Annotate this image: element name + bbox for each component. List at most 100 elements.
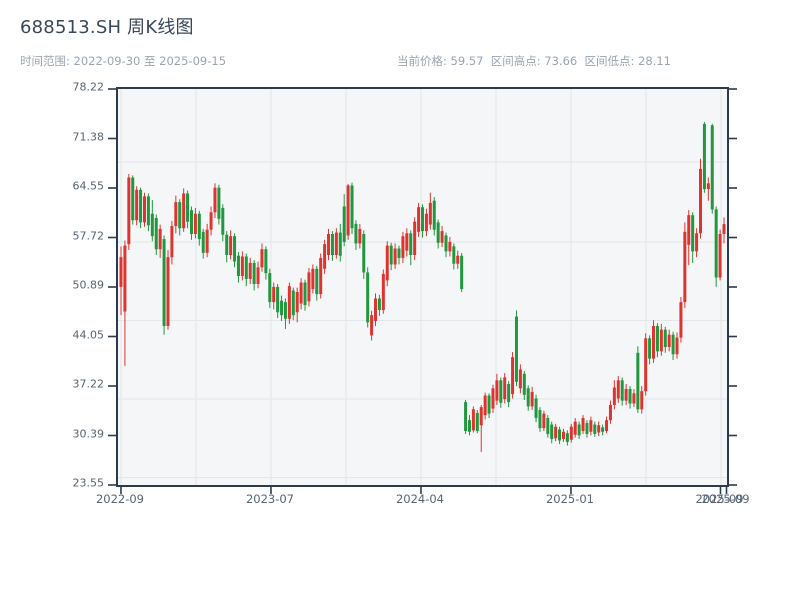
candle-body: [569, 426, 573, 440]
candle-body: [558, 429, 562, 441]
y-tick-label: 30.39: [72, 427, 105, 440]
candle-body: [679, 302, 683, 338]
candle-body: [577, 424, 581, 436]
candle-body: [683, 231, 687, 303]
candle-body: [307, 272, 311, 302]
candle-body: [397, 248, 401, 258]
candle-body: [370, 315, 374, 336]
candle-body: [511, 357, 515, 395]
x-tick-label: 2024-04: [395, 492, 444, 506]
candle-body: [146, 196, 150, 226]
candle-body: [362, 234, 366, 273]
candle-body: [593, 424, 597, 434]
candle-body: [616, 380, 620, 399]
candle-body: [158, 228, 162, 250]
candle-body: [671, 334, 675, 355]
candle-body: [448, 241, 452, 252]
candle-body: [475, 412, 479, 432]
candle-body: [201, 231, 205, 253]
candle-body: [381, 273, 385, 311]
y-tick-label: 71.38: [72, 130, 105, 143]
candle-body: [119, 257, 123, 287]
candle-body: [464, 402, 468, 432]
candle-body: [178, 202, 182, 229]
candle-body: [272, 286, 276, 303]
candle-body: [554, 426, 558, 439]
candle-body: [589, 420, 593, 432]
candle-body: [280, 300, 284, 316]
candle-body: [652, 326, 656, 359]
candle-body: [585, 423, 589, 434]
candle-body: [248, 262, 252, 279]
candle-body: [303, 282, 307, 305]
candle-body: [632, 393, 636, 404]
candle-body: [518, 369, 522, 389]
candle-body: [166, 257, 170, 327]
candle-body: [244, 256, 248, 279]
candle-body: [714, 209, 718, 278]
candle-body: [640, 391, 644, 410]
candle-body: [213, 187, 217, 213]
x-tick-label: 2025-09: [695, 492, 744, 506]
candle-body: [295, 291, 299, 313]
y-tick-label: 57.72: [72, 229, 105, 242]
candle-body: [311, 268, 315, 290]
candle-body: [526, 388, 530, 407]
candle-body: [287, 286, 291, 319]
candle-body: [467, 420, 471, 432]
candle-body: [233, 236, 237, 262]
candle-body: [299, 282, 303, 304]
candle-body: [436, 222, 440, 243]
candle-body: [655, 326, 659, 352]
candle-body: [189, 210, 193, 235]
x-tick-label: 2022-09: [95, 492, 144, 506]
candle-body: [550, 424, 554, 440]
candle-body: [374, 298, 378, 321]
candle-body: [389, 245, 393, 265]
candle-body: [236, 255, 240, 277]
candle-body: [483, 395, 487, 416]
candle-body: [491, 388, 495, 409]
candle-body: [440, 231, 444, 243]
candle-body: [565, 433, 569, 442]
candle-body: [150, 213, 154, 237]
candle-body: [514, 316, 518, 382]
candle-body: [581, 417, 585, 432]
candle-body: [695, 233, 699, 252]
candle-body: [366, 272, 370, 323]
candle-body: [323, 244, 327, 269]
y-axis-labels: 78.22 71.38 64.55 57.72 50.89 44.05 37.22 30.39…: [0, 81, 105, 490]
candle-body: [276, 286, 280, 313]
y-tick-label: 78.22: [72, 80, 105, 94]
y-tick-label: 23.55: [72, 476, 105, 490]
candle-body: [428, 202, 432, 225]
candle-body: [417, 207, 421, 232]
candle-body: [487, 395, 491, 414]
candle-body: [706, 183, 710, 190]
candle-body: [330, 234, 334, 256]
candle-body: [405, 233, 409, 251]
candle-body: [722, 224, 726, 235]
candle-body: [624, 389, 628, 401]
candle-body: [240, 256, 244, 277]
candle-body: [605, 420, 609, 432]
candle-body: [710, 125, 714, 210]
candle-body: [401, 236, 405, 258]
candle-body: [327, 234, 331, 256]
candle-body: [675, 337, 679, 355]
candle-body: [699, 168, 703, 234]
candle-body: [471, 409, 475, 431]
candle-body: [182, 193, 186, 229]
candle-body: [393, 248, 397, 265]
candle-body: [319, 257, 323, 295]
candle-body: [538, 410, 542, 429]
candle-body: [350, 185, 354, 229]
candle-body: [460, 255, 464, 290]
candle-body: [338, 232, 342, 256]
candle-body: [691, 215, 695, 252]
candle-body: [687, 215, 691, 245]
candle-body: [256, 267, 260, 284]
candle-body: [193, 213, 197, 235]
candle-body: [636, 352, 640, 410]
y-tick-label: 44.05: [72, 328, 105, 341]
